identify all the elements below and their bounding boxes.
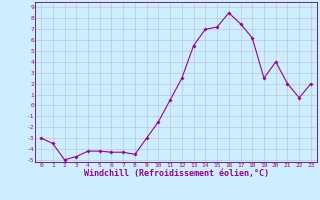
X-axis label: Windchill (Refroidissement éolien,°C): Windchill (Refroidissement éolien,°C) — [84, 169, 268, 178]
